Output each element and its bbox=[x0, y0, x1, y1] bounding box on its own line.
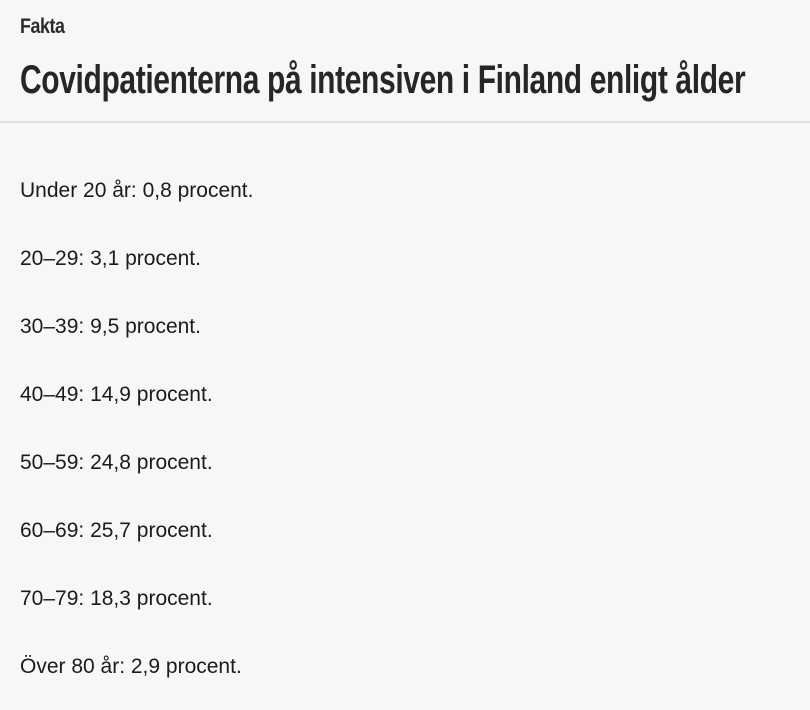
fact-item: Över 80 år: 2,9 procent. bbox=[20, 655, 242, 679]
fact-list: Under 20 år: 0,8 procent. 20–29: 3,1 pro… bbox=[0, 123, 810, 677]
factbox-title: Covidpatienterna på intensiven i Finland… bbox=[20, 58, 746, 103]
factbox-kicker: Fakta bbox=[20, 15, 65, 38]
fact-item: Under 20 år: 0,8 procent. bbox=[20, 179, 254, 203]
fact-item: 40–49: 14,9 procent. bbox=[20, 383, 213, 407]
fact-item: 30–39: 9,5 procent. bbox=[20, 315, 201, 339]
fact-item: 50–59: 24,8 procent. bbox=[20, 451, 213, 475]
fact-item: 60–69: 25,7 procent. bbox=[20, 519, 213, 543]
divider bbox=[0, 121, 810, 124]
fact-item: 70–79: 18,3 procent. bbox=[20, 587, 213, 611]
fact-item: 20–29: 3,1 procent. bbox=[20, 247, 201, 271]
fact-box-header: Fakta Covidpatienterna på intensiven i F… bbox=[0, 0, 810, 100]
